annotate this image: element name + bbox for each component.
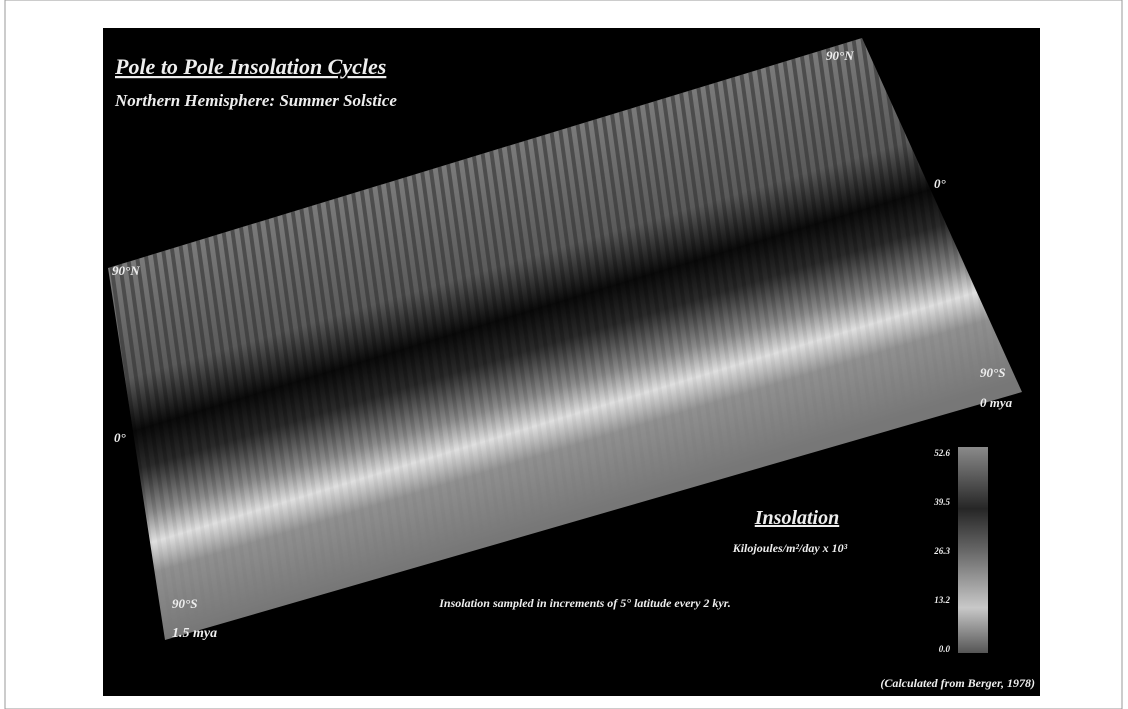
color-bar-tick-label: 13.2 bbox=[934, 595, 950, 605]
axis-label: 90°N bbox=[826, 48, 854, 63]
axis-label: 1.5 mya bbox=[172, 626, 217, 641]
axis-label: 0° bbox=[934, 176, 947, 191]
color-bar-tick-label: 39.5 bbox=[933, 497, 950, 507]
page: Pole to Pole Insolation Cycles Northern … bbox=[0, 0, 1128, 709]
axis-label: 90°S bbox=[172, 596, 197, 611]
title: Pole to Pole Insolation Cycles bbox=[114, 54, 386, 79]
legend-title: Insolation bbox=[754, 507, 839, 529]
subtitle: Northern Hemisphere: Summer Solstice bbox=[114, 91, 397, 110]
source: (Calculated from Berger, 1978) bbox=[880, 676, 1035, 690]
color-bar-tick-label: 52.6 bbox=[934, 448, 950, 458]
legend-unit: Kilojoules/m²/day x 10³ bbox=[732, 541, 848, 555]
axis-label: 0 mya bbox=[980, 395, 1013, 410]
axis-label: 0° bbox=[114, 430, 127, 445]
figure: Pole to Pole Insolation Cycles Northern … bbox=[0, 0, 1128, 709]
color-bar bbox=[958, 447, 988, 653]
axis-label: 90°S bbox=[980, 365, 1005, 380]
color-bar-tick-label: 26.3 bbox=[933, 546, 950, 556]
axis-label: 90°N bbox=[112, 263, 140, 278]
note: Insolation sampled in increments of 5° l… bbox=[438, 596, 730, 610]
color-bar-tick-label: 0.0 bbox=[939, 644, 951, 654]
